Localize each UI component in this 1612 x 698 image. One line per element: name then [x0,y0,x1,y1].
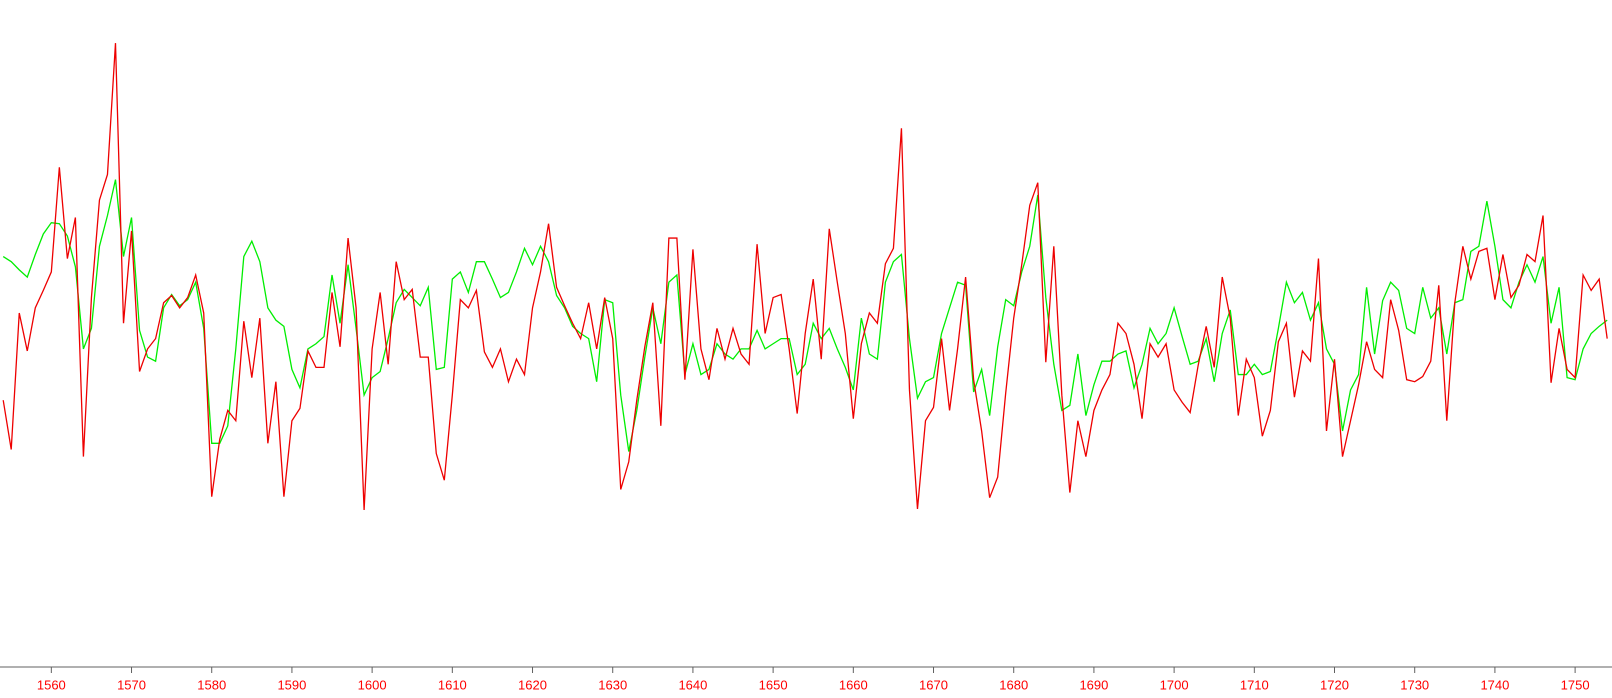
x-tick-label: 1620 [518,677,547,692]
x-tick-label: 1690 [1079,677,1108,692]
x-tick-label: 1570 [117,677,146,692]
x-tick-label: 1740 [1480,677,1509,692]
x-tick-label: 1670 [919,677,948,692]
x-tick-label: 1660 [839,677,868,692]
x-tick-label: 1710 [1240,677,1269,692]
data-line [2,43,1608,511]
x-tick-label: 1610 [438,677,467,692]
x-tick-label: 1750 [1561,677,1590,692]
x-tick-label: 1600 [358,677,387,692]
x-tick-label: 1640 [678,677,707,692]
x-tick-label: 1720 [1320,677,1349,692]
x-tick-label: 1650 [759,677,788,692]
x-tick-label: 1730 [1400,677,1429,692]
x-tick-label: 1580 [197,677,226,692]
x-tick-label: 1590 [277,677,306,692]
x-tick-label: 1700 [1160,677,1189,692]
data-line [2,179,1608,452]
x-tick-label: 1630 [598,677,627,692]
x-tick-label: 1680 [999,677,1028,692]
x-tick-label: 1560 [37,677,66,692]
